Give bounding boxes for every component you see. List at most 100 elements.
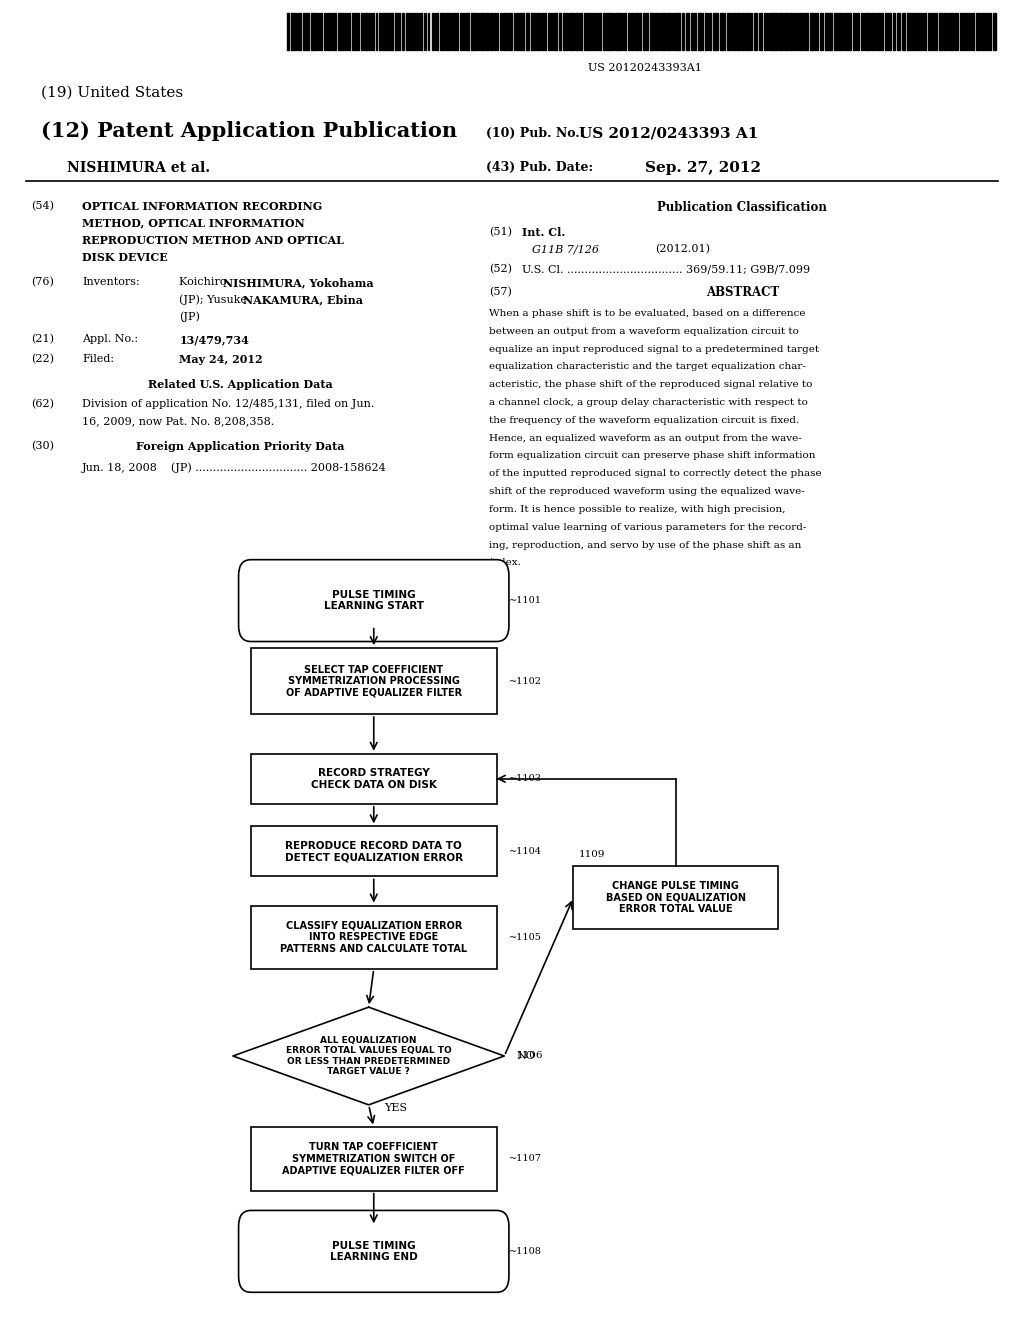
Bar [623, 13, 627, 50]
Bar [428, 13, 429, 50]
Bar [440, 13, 443, 50]
Bar [331, 13, 333, 50]
Text: US 20120243393A1: US 20120243393A1 [588, 63, 702, 74]
Bar [964, 13, 967, 50]
Bar [928, 13, 930, 50]
Bar [886, 13, 891, 50]
Bar [287, 13, 290, 50]
Bar [543, 13, 546, 50]
Bar [834, 13, 836, 50]
Bar [569, 13, 574, 50]
Bar [649, 13, 653, 50]
Text: NISHIMURA, Yokohama: NISHIMURA, Yokohama [223, 277, 374, 288]
Bar [563, 13, 565, 50]
Bar [705, 13, 707, 50]
Bar [460, 13, 462, 50]
Bar [554, 13, 557, 50]
Bar [369, 13, 371, 50]
Bar [548, 13, 550, 50]
Text: 1106: 1106 [516, 1052, 543, 1060]
Text: (JP): (JP) [179, 312, 200, 322]
Text: U.S. Cl. ................................. 369/59.11; G9B/7.099: U.S. Cl. ...............................… [522, 264, 810, 275]
Bar [421, 13, 422, 50]
Bar [759, 13, 762, 50]
Bar [843, 13, 845, 50]
Bar [500, 13, 502, 50]
Bar [871, 13, 874, 50]
Bar [816, 13, 818, 50]
Text: 1109: 1109 [579, 850, 605, 859]
Bar [943, 13, 946, 50]
Bar [947, 13, 948, 50]
Text: equalization characteristic and the target equalization char-: equalization characteristic and the targ… [489, 362, 806, 371]
Text: Foreign Application Priority Data: Foreign Application Priority Data [136, 441, 345, 451]
Bar [897, 13, 900, 50]
Bar [376, 13, 378, 50]
Bar [516, 13, 518, 50]
Text: (52): (52) [489, 264, 512, 275]
Text: May 24, 2012: May 24, 2012 [179, 354, 263, 364]
Text: a channel clock, a group delay characteristic with respect to: a channel clock, a group delay character… [489, 399, 808, 407]
Bar [672, 13, 674, 50]
Bar [764, 13, 766, 50]
Bar [737, 13, 739, 50]
Bar [913, 13, 915, 50]
Text: CLASSIFY EQUALIZATION ERROR
INTO RESPECTIVE EDGE
PATTERNS AND CALCULATE TOTAL: CLASSIFY EQUALIZATION ERROR INTO RESPECT… [281, 920, 467, 954]
Bar [921, 13, 923, 50]
Bar [767, 13, 768, 50]
Bar [297, 13, 298, 50]
Bar [338, 13, 340, 50]
Text: (12) Patent Application Publication: (12) Patent Application Publication [41, 121, 457, 141]
Bar [992, 13, 996, 50]
Bar [450, 13, 453, 50]
Bar [251, 906, 497, 969]
Bar [654, 13, 656, 50]
Text: G11B 7/126: G11B 7/126 [532, 244, 599, 255]
Text: Publication Classification: Publication Classification [657, 201, 827, 214]
Bar [307, 13, 309, 50]
Bar [299, 13, 301, 50]
Text: form equalization circuit can preserve phase shift information: form equalization circuit can preserve p… [489, 451, 816, 461]
Text: form. It is hence possible to realize, with high precision,: form. It is hence possible to realize, w… [489, 506, 786, 513]
Text: of the inputted reproduced signal to correctly detect the phase: of the inputted reproduced signal to cor… [489, 470, 822, 478]
Bar [311, 13, 316, 50]
Bar [471, 13, 476, 50]
Bar [436, 13, 438, 50]
Bar [416, 13, 420, 50]
Bar [777, 13, 782, 50]
Text: (2012.01): (2012.01) [655, 244, 711, 255]
Bar [386, 13, 393, 50]
Bar [504, 13, 509, 50]
Text: 13/479,734: 13/479,734 [179, 334, 249, 345]
Text: equalize an input reproduced signal to a predetermined target: equalize an input reproduced signal to a… [489, 345, 819, 354]
Bar [382, 13, 385, 50]
Text: OPTICAL INFORMATION RECORDING: OPTICAL INFORMATION RECORDING [82, 201, 323, 211]
Bar [646, 13, 648, 50]
Text: ~1108: ~1108 [509, 1247, 542, 1255]
Bar [694, 13, 696, 50]
Text: Int. Cl.: Int. Cl. [522, 227, 565, 238]
Bar [592, 13, 595, 50]
Text: (51): (51) [489, 227, 512, 238]
Bar [526, 13, 529, 50]
Bar [497, 13, 499, 50]
Bar [292, 13, 295, 50]
Bar [424, 13, 426, 50]
Bar [584, 13, 591, 50]
Bar [931, 13, 934, 50]
Bar [321, 13, 323, 50]
Text: ~1102: ~1102 [509, 677, 542, 685]
Bar [407, 13, 409, 50]
Text: acteristic, the phase shift of the reproduced signal relative to: acteristic, the phase shift of the repro… [489, 380, 813, 389]
Text: Appl. No.:: Appl. No.: [82, 334, 138, 345]
Bar [790, 13, 792, 50]
Bar [361, 13, 364, 50]
Bar [251, 1127, 497, 1191]
Bar [573, 866, 778, 929]
FancyBboxPatch shape [239, 560, 509, 642]
Bar [907, 13, 912, 50]
Bar [976, 13, 981, 50]
Text: Sep. 27, 2012: Sep. 27, 2012 [645, 161, 761, 176]
Bar [334, 13, 336, 50]
Bar [566, 13, 568, 50]
